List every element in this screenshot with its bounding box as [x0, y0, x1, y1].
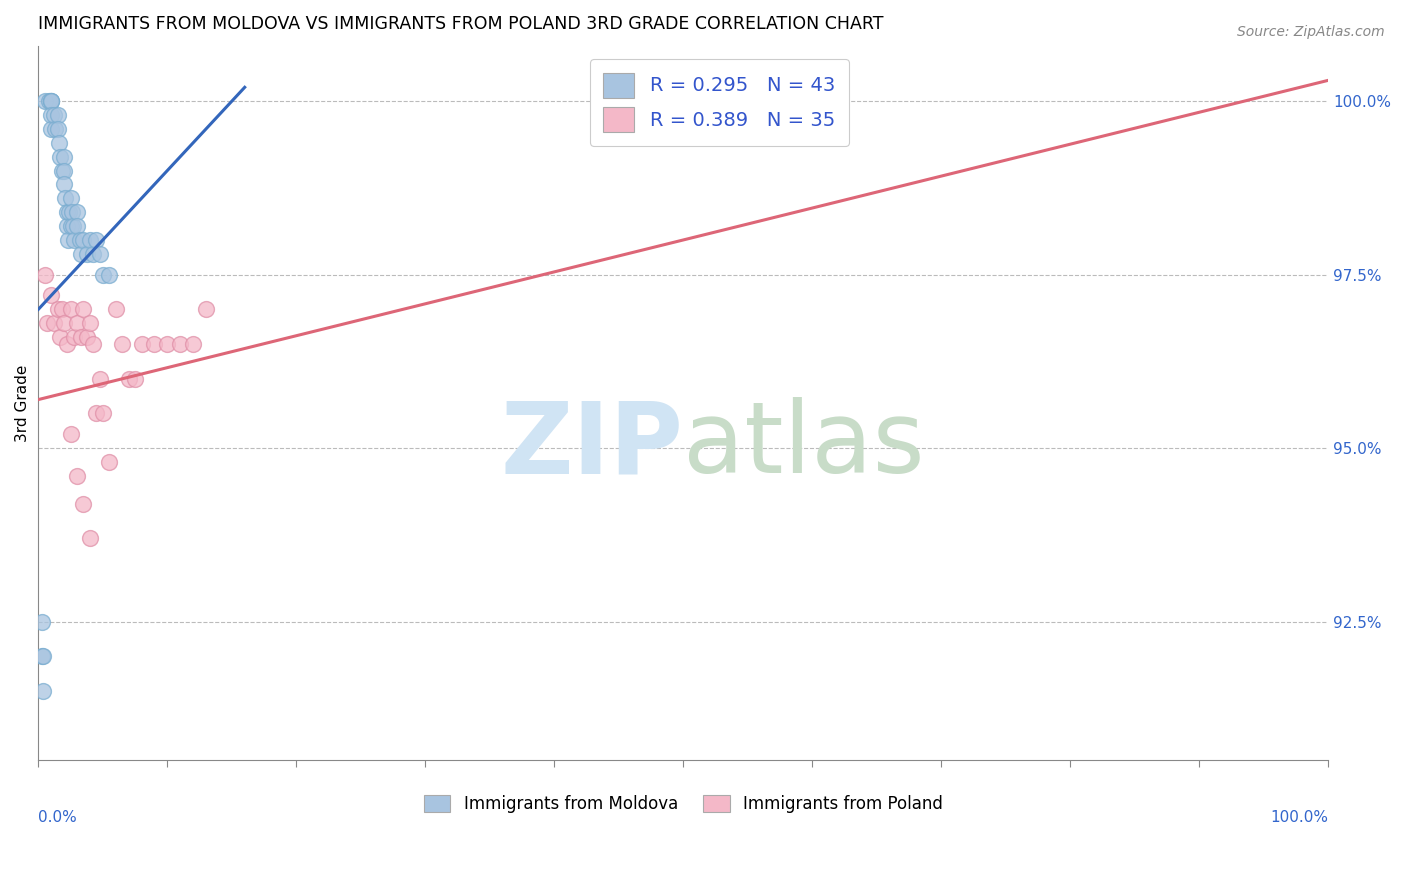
- Point: [79, 532, 101, 546]
- Point: [124, 372, 146, 386]
- Point: [91, 268, 114, 282]
- Point: [46, 108, 69, 122]
- Point: [39, 94, 62, 108]
- Point: [34, 94, 56, 108]
- Point: [32, 684, 55, 698]
- Point: [49, 150, 72, 164]
- Point: [59, 427, 82, 442]
- Point: [42, 108, 65, 122]
- Point: [89, 247, 111, 261]
- Point: [39, 108, 62, 122]
- Text: atlas: atlas: [683, 398, 925, 494]
- Point: [70, 247, 93, 261]
- Text: ZIP: ZIP: [501, 398, 683, 494]
- Point: [49, 330, 72, 344]
- Point: [72, 233, 94, 247]
- Point: [86, 407, 108, 421]
- Point: [48, 136, 70, 150]
- Point: [59, 219, 82, 233]
- Point: [66, 219, 89, 233]
- Point: [82, 247, 104, 261]
- Point: [181, 337, 204, 351]
- Point: [98, 268, 121, 282]
- Point: [37, 316, 59, 330]
- Point: [34, 268, 56, 282]
- Text: Source: ZipAtlas.com: Source: ZipAtlas.com: [1237, 25, 1385, 39]
- Point: [39, 288, 62, 302]
- Point: [79, 316, 101, 330]
- Point: [31, 649, 53, 664]
- Point: [143, 337, 166, 351]
- Point: [66, 205, 89, 219]
- Point: [63, 330, 86, 344]
- Point: [53, 316, 76, 330]
- Point: [76, 247, 98, 261]
- Legend: Immigrants from Moldova, Immigrants from Poland: Immigrants from Moldova, Immigrants from…: [418, 789, 949, 820]
- Point: [89, 372, 111, 386]
- Text: 100.0%: 100.0%: [1270, 811, 1329, 825]
- Point: [98, 455, 121, 469]
- Point: [66, 316, 89, 330]
- Point: [39, 94, 62, 108]
- Point: [59, 191, 82, 205]
- Point: [111, 337, 134, 351]
- Point: [38, 94, 60, 108]
- Point: [55, 205, 77, 219]
- Point: [55, 219, 77, 233]
- Point: [117, 372, 139, 386]
- Point: [82, 337, 104, 351]
- Point: [44, 122, 66, 136]
- Point: [69, 233, 91, 247]
- Text: 0.0%: 0.0%: [38, 811, 77, 825]
- Point: [60, 205, 83, 219]
- Point: [55, 191, 77, 205]
- Point: [56, 233, 79, 247]
- Point: [31, 615, 53, 629]
- Point: [72, 302, 94, 317]
- Y-axis label: 3rd Grade: 3rd Grade: [15, 364, 30, 442]
- Point: [79, 233, 101, 247]
- Point: [195, 302, 218, 317]
- Point: [53, 150, 76, 164]
- Point: [156, 337, 179, 351]
- Text: IMMIGRANTS FROM MOLDOVA VS IMMIGRANTS FROM POLAND 3RD GRADE CORRELATION CHART: IMMIGRANTS FROM MOLDOVA VS IMMIGRANTS FR…: [38, 15, 884, 33]
- Point: [104, 302, 127, 317]
- Point: [70, 330, 93, 344]
- Point: [66, 469, 89, 483]
- Point: [42, 316, 65, 330]
- Point: [59, 302, 82, 317]
- Point: [53, 163, 76, 178]
- Point: [39, 94, 62, 108]
- Point: [51, 163, 73, 178]
- Point: [131, 337, 153, 351]
- Point: [72, 497, 94, 511]
- Point: [55, 337, 77, 351]
- Point: [58, 205, 80, 219]
- Point: [62, 219, 84, 233]
- Point: [91, 407, 114, 421]
- Point: [32, 649, 55, 664]
- Point: [53, 178, 76, 192]
- Point: [46, 122, 69, 136]
- Point: [39, 122, 62, 136]
- Point: [46, 302, 69, 317]
- Point: [76, 330, 98, 344]
- Point: [51, 302, 73, 317]
- Point: [63, 233, 86, 247]
- Point: [169, 337, 191, 351]
- Point: [86, 233, 108, 247]
